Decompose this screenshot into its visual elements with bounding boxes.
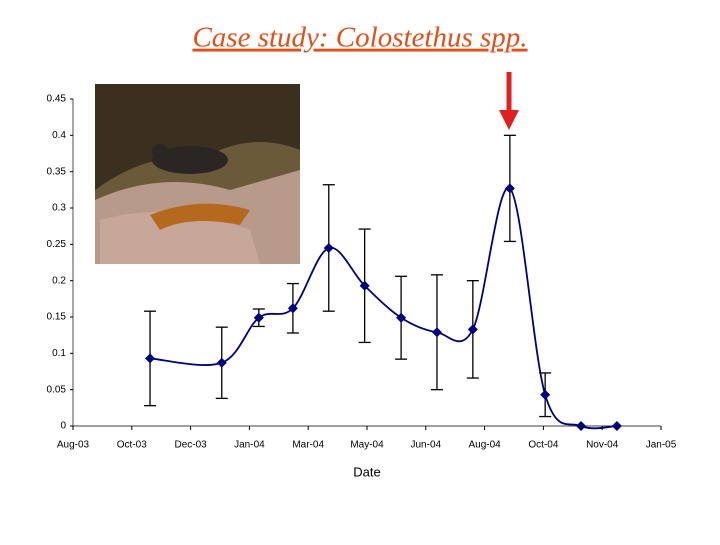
x-tick-label: Oct-04 <box>528 440 558 451</box>
y-tick-label: 0.45 <box>47 94 67 105</box>
x-tick-label: Jun-04 <box>411 440 442 451</box>
data-point <box>611 421 622 431</box>
highlight-arrow <box>499 72 519 130</box>
data-point <box>467 324 478 335</box>
frog-photo <box>95 84 300 264</box>
x-tick-label: Aug-03 <box>57 440 90 451</box>
y-tick-label: 0.35 <box>47 166 67 177</box>
x-axis-label: Date <box>353 464 380 479</box>
x-tick-label: Nov-04 <box>586 440 619 451</box>
y-tick-label: 0.15 <box>47 312 67 323</box>
data-point <box>145 353 156 364</box>
data-point <box>504 183 515 194</box>
data-point <box>396 312 407 323</box>
x-tick-label: Aug-04 <box>468 440 501 451</box>
y-tick-label: 0.3 <box>52 203 66 214</box>
data-point <box>576 421 587 431</box>
data-point <box>253 312 264 323</box>
y-tick-label: 0.05 <box>47 384 67 395</box>
y-tick-label: 0.2 <box>52 275 66 286</box>
x-tick-label: Dec-03 <box>174 440 207 451</box>
y-tick-label: 0.1 <box>52 348 66 359</box>
data-point <box>359 280 370 291</box>
y-tick-label: 0.25 <box>47 239 67 250</box>
data-point <box>216 357 227 368</box>
x-tick-label: Jan-05 <box>646 440 677 451</box>
slide-title: Case study: Colostethus spp. <box>192 22 527 54</box>
x-tick-label: Mar-04 <box>292 440 324 451</box>
x-tick-label: Jan-04 <box>234 440 265 451</box>
y-tick-label: 0 <box>60 421 66 432</box>
data-point <box>323 242 334 253</box>
x-tick-label: May-04 <box>350 440 384 451</box>
x-tick-label: Oct-03 <box>117 440 147 451</box>
data-point <box>431 327 442 338</box>
y-tick-label: 0.4 <box>52 130 66 141</box>
data-point <box>287 303 298 314</box>
data-point <box>540 389 551 400</box>
